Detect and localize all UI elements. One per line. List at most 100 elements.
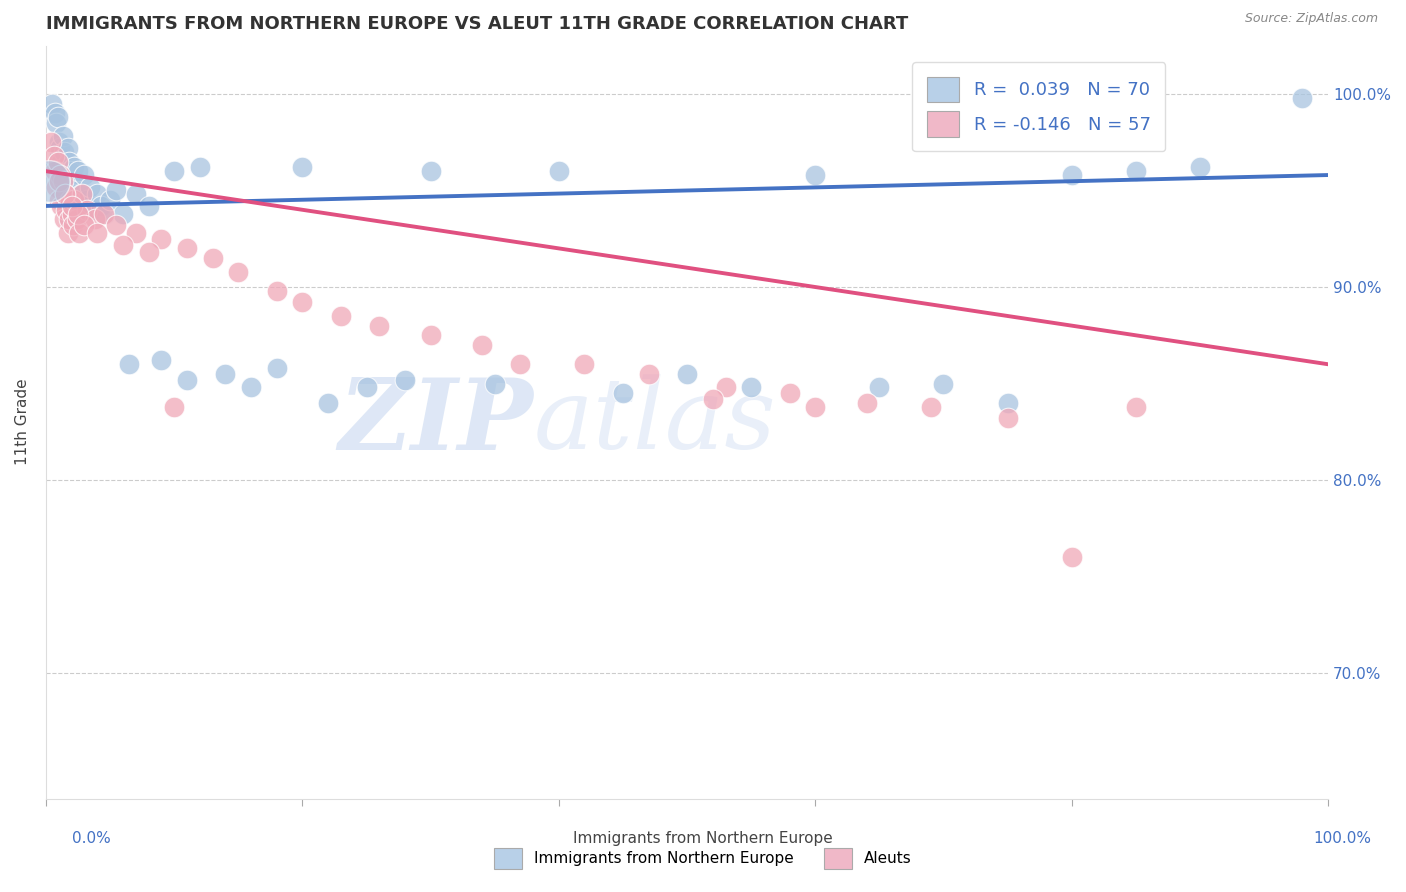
- Point: [138, 245, 160, 260]
- Point: [76, 193, 98, 207]
- Point: [804, 168, 827, 182]
- Point: [118, 357, 141, 371]
- Point: [105, 184, 128, 198]
- Legend: Immigrants from Northern Europe, Aleuts: Immigrants from Northern Europe, Aleuts: [488, 841, 918, 875]
- Point: [484, 376, 506, 391]
- Point: [125, 226, 148, 240]
- Point: [471, 338, 494, 352]
- Point: [226, 264, 249, 278]
- Point: [55, 202, 77, 217]
- Point: [51, 154, 73, 169]
- Point: [53, 187, 76, 202]
- Point: [65, 179, 87, 194]
- Point: [48, 174, 70, 188]
- Point: [83, 212, 105, 227]
- Point: [997, 411, 1019, 425]
- Point: [1060, 168, 1083, 182]
- Point: [53, 174, 76, 188]
- Point: [316, 396, 339, 410]
- Point: [67, 207, 90, 221]
- Point: [125, 187, 148, 202]
- Point: [240, 380, 263, 394]
- Point: [612, 386, 634, 401]
- Point: [547, 164, 569, 178]
- Point: [63, 161, 86, 175]
- Point: [66, 212, 89, 227]
- Point: [46, 154, 69, 169]
- Point: [58, 212, 80, 227]
- Point: [42, 149, 65, 163]
- Point: [702, 392, 724, 406]
- Point: [90, 199, 112, 213]
- Point: [60, 199, 83, 213]
- Point: [70, 187, 93, 202]
- Point: [52, 164, 75, 178]
- Point: [63, 207, 86, 221]
- Point: [266, 284, 288, 298]
- Text: ZIP: ZIP: [339, 374, 533, 470]
- Point: [73, 168, 96, 182]
- Point: [55, 193, 77, 207]
- Text: atlas: atlas: [533, 375, 776, 470]
- Point: [1125, 164, 1147, 178]
- Point: [932, 376, 955, 391]
- Point: [98, 193, 121, 207]
- Point: [714, 380, 737, 394]
- Point: [53, 161, 76, 175]
- Point: [176, 241, 198, 255]
- Point: [58, 154, 80, 169]
- Point: [86, 226, 108, 240]
- Point: [49, 168, 72, 182]
- Point: [740, 380, 762, 394]
- Point: [39, 135, 62, 149]
- Point: [55, 168, 77, 182]
- Point: [419, 164, 441, 178]
- Point: [60, 174, 83, 188]
- Y-axis label: 11th Grade: 11th Grade: [15, 379, 30, 466]
- Point: [163, 164, 186, 178]
- Text: 100.0%: 100.0%: [1313, 831, 1372, 846]
- Text: Source: ZipAtlas.com: Source: ZipAtlas.com: [1244, 12, 1378, 25]
- Point: [214, 367, 236, 381]
- Point: [52, 145, 75, 159]
- Text: 0.0%: 0.0%: [72, 831, 111, 846]
- Point: [804, 400, 827, 414]
- Point: [637, 367, 659, 381]
- Point: [60, 207, 83, 221]
- Point: [52, 129, 75, 144]
- Point: [150, 232, 173, 246]
- Point: [52, 174, 75, 188]
- Point: [73, 219, 96, 233]
- Point: [76, 202, 98, 217]
- Point: [111, 207, 134, 221]
- Point: [45, 179, 67, 194]
- Point: [62, 219, 84, 233]
- Point: [138, 199, 160, 213]
- Point: [38, 174, 60, 188]
- Point: [150, 353, 173, 368]
- Point: [1125, 400, 1147, 414]
- Point: [394, 373, 416, 387]
- Point: [44, 164, 66, 178]
- Point: [44, 106, 66, 120]
- Point: [329, 309, 352, 323]
- Point: [868, 380, 890, 394]
- Point: [1291, 91, 1313, 105]
- Point: [59, 184, 82, 198]
- Point: [56, 226, 79, 240]
- Point: [176, 373, 198, 387]
- Point: [48, 193, 70, 207]
- Point: [920, 400, 942, 414]
- Point: [574, 357, 596, 371]
- Point: [291, 295, 314, 310]
- Point: [676, 367, 699, 381]
- Point: [855, 396, 877, 410]
- Point: [49, 141, 72, 155]
- Point: [509, 357, 531, 371]
- Point: [56, 141, 79, 155]
- Point: [58, 212, 80, 227]
- Point: [779, 386, 801, 401]
- Point: [188, 161, 211, 175]
- Point: [59, 193, 82, 207]
- Point: [93, 207, 115, 221]
